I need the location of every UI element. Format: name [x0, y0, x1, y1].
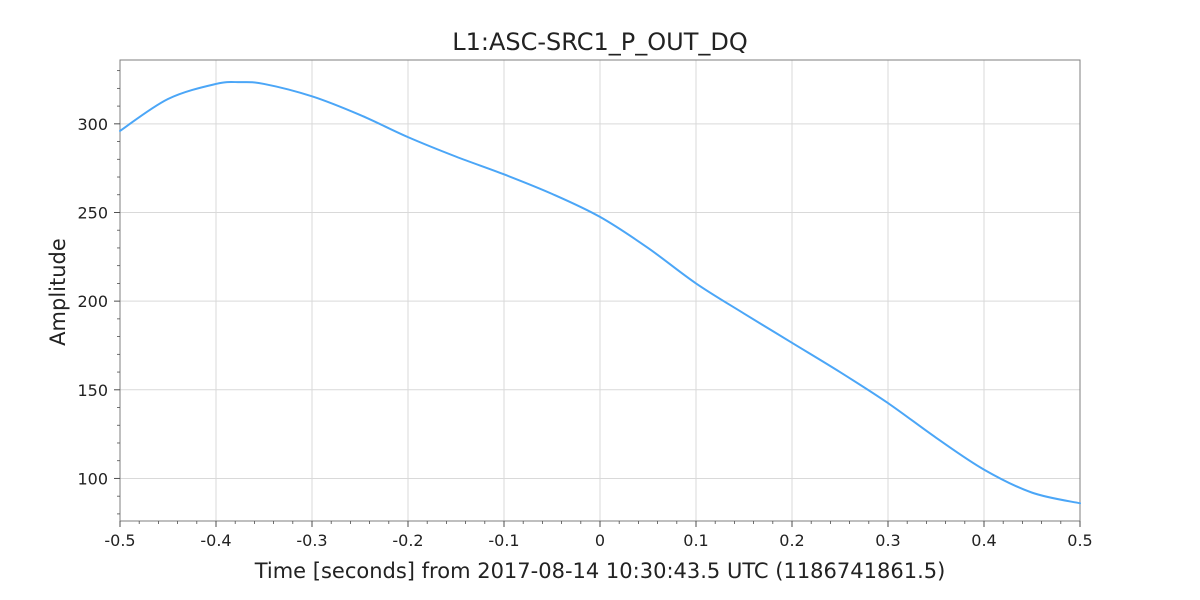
x-tick-label: -0.3	[296, 531, 327, 550]
series-line-l1-asc-src1-p-out-dq	[119, 80, 1081, 505]
series-layer	[119, 80, 1081, 505]
x-tick-label: 0.2	[779, 531, 804, 550]
x-tick-label: -0.5	[104, 531, 135, 550]
chart-title: L1:ASC-SRC1_P_OUT_DQ	[452, 28, 748, 56]
x-tick-label: 0.3	[875, 531, 900, 550]
x-tick-label: -0.4	[200, 531, 231, 550]
y-tick-labels: 100 150 200 250 300	[77, 115, 108, 489]
y-tick-label: 250	[77, 203, 108, 222]
x-tick-label: 0	[595, 531, 605, 550]
x-tick-label: -0.2	[392, 531, 423, 550]
x-tick-label: -0.1	[488, 531, 519, 550]
grid	[120, 60, 1080, 521]
y-tick-label: 150	[77, 381, 108, 400]
tick-marks	[114, 70, 1081, 527]
y-tick-label: 300	[77, 115, 108, 134]
x-tick-label: 0.5	[1067, 531, 1092, 550]
y-tick-label: 100	[77, 469, 108, 488]
x-tick-label: 0.4	[971, 531, 996, 550]
x-axis-title: Time [seconds] from 2017-08-14 10:30:43.…	[254, 559, 946, 583]
y-tick-label: 200	[77, 292, 108, 311]
x-tick-labels: -0.5 -0.4 -0.3 -0.2 -0.1 0 0.1 0.2 0.3 0.4 0.5	[104, 531, 1092, 550]
y-axis-title: Amplitude	[46, 238, 70, 346]
x-tick-label: 0.1	[683, 531, 708, 550]
